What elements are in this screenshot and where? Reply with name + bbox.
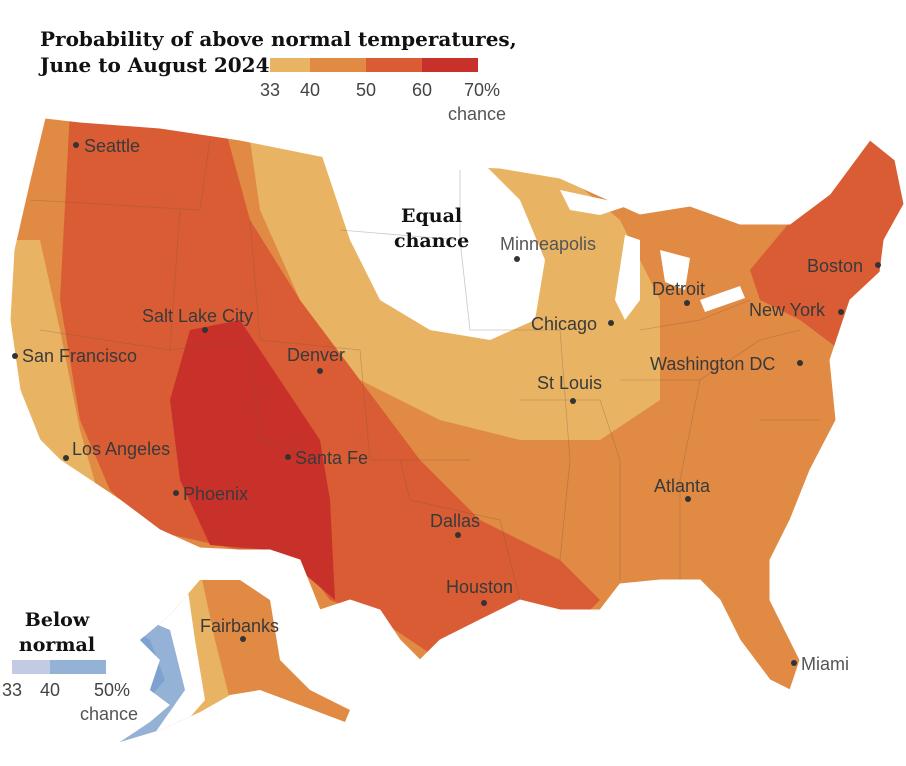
legend-swatch-40-50: [310, 58, 366, 72]
svg-text:St Louis: St Louis: [537, 373, 602, 393]
city-detroit: Detroit: [652, 279, 705, 306]
legend-unit-below: chance: [80, 704, 139, 724]
legend-below-tick-40: 40: [39, 680, 61, 700]
city-denver: Denver: [287, 345, 345, 374]
city-san-francisco: San Francisco: [12, 346, 137, 366]
great-lakes: [560, 190, 745, 320]
svg-text:New York: New York: [749, 300, 826, 320]
city-washington-dc: Washington DC: [650, 354, 803, 374]
legend-tick-60: 60: [411, 80, 433, 100]
legend-below-swatch-33-40: [12, 660, 50, 674]
svg-text:Phoenix: Phoenix: [183, 484, 248, 504]
legend-tick-50: 50: [355, 80, 377, 100]
legend-tick-70: 70%: [463, 80, 501, 100]
city-phoenix: Phoenix: [173, 484, 248, 504]
city-st-louis: St Louis: [537, 373, 602, 404]
svg-text:Minneapolis: Minneapolis: [500, 234, 596, 254]
chart-title-line-2: June to August 2024: [40, 53, 270, 77]
svg-text:Fairbanks: Fairbanks: [200, 616, 279, 636]
city-seattle: Seattle: [73, 136, 140, 156]
city-chicago: Chicago: [531, 314, 614, 334]
contiguous-us-shading: [10, 118, 904, 690]
city-fairbanks: Fairbanks: [200, 616, 279, 642]
svg-text:San Francisco: San Francisco: [22, 346, 137, 366]
below-normal-title: Below normal: [18, 609, 96, 656]
svg-text:Detroit: Detroit: [652, 279, 705, 299]
svg-text:Seattle: Seattle: [84, 136, 140, 156]
state-boundaries: [29, 139, 820, 601]
legend-swatch-33-40: [270, 58, 310, 72]
city-houston: Houston: [446, 577, 513, 606]
legend-swatch-60-70: [422, 58, 478, 72]
city-new-york: New York: [749, 300, 844, 320]
city-salt-lake-city: Salt Lake City: [142, 306, 253, 333]
svg-text:Chicago: Chicago: [531, 314, 597, 334]
svg-text:Salt Lake City: Salt Lake City: [142, 306, 253, 326]
legend-below-tick-50: 50%: [93, 680, 131, 700]
svg-text:Los Angeles: Los Angeles: [72, 439, 170, 459]
svg-text:Atlanta: Atlanta: [654, 476, 711, 496]
chart-title: Probability of above normal temperatures…: [40, 26, 517, 78]
svg-text:Denver: Denver: [287, 345, 345, 365]
city-markers: Seattle San Francisco Los Angeles Salt L…: [12, 136, 881, 674]
legend-tick-40: 40: [299, 80, 321, 100]
city-dallas: Dallas: [430, 511, 480, 538]
equal-chance-label: Equal chance: [394, 205, 470, 252]
svg-text:Boston: Boston: [807, 256, 863, 276]
city-boston: Boston: [807, 256, 881, 276]
legend-unit-above: chance: [448, 104, 507, 124]
city-minneapolis: Minneapolis: [500, 234, 596, 262]
svg-text:Houston: Houston: [446, 577, 513, 597]
chart-title-line-1: Probability of above normal temperatures…: [40, 27, 517, 51]
legend-below-tick-33: 33: [1, 680, 23, 700]
city-los-angeles: Los Angeles: [63, 439, 170, 461]
city-santa-fe: Santa Fe: [285, 448, 368, 468]
svg-text:Miami: Miami: [801, 654, 849, 674]
legend-tick-33: 33: [259, 80, 281, 100]
svg-text:Washington DC: Washington DC: [650, 354, 775, 374]
legend-swatch-50-60: [366, 58, 422, 72]
legend-below-swatch-40-50: [50, 660, 106, 674]
svg-text:Dallas: Dallas: [430, 511, 480, 531]
city-atlanta: Atlanta: [654, 476, 711, 502]
svg-text:Santa Fe: Santa Fe: [295, 448, 368, 468]
city-miami: Miami: [791, 654, 849, 674]
